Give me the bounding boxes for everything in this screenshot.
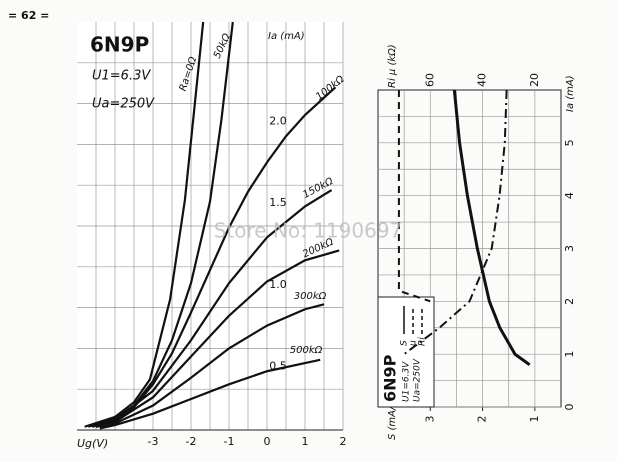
x-tick-label: 20 xyxy=(528,73,541,87)
y-axis-label: Ia (mA) xyxy=(268,31,305,42)
x-tick-label: 1 xyxy=(302,435,309,448)
x2-tick-label: 1 xyxy=(528,416,541,423)
chart-title: 6N9P xyxy=(381,354,400,402)
x-tick-label: 60 xyxy=(423,73,436,87)
curve-label: 500kΩ xyxy=(290,345,323,356)
curve xyxy=(95,249,340,428)
page-number: = 62 = xyxy=(8,9,49,22)
y-tick-label: 1.5 xyxy=(269,196,287,209)
x-axis-label: Ri μ (kΩ) xyxy=(387,44,398,88)
curve xyxy=(452,89,531,366)
y-tick-label: 2.0 xyxy=(269,115,287,128)
x2-axis-label: S (mA/V) xyxy=(387,396,398,440)
y-tick-label: 3 xyxy=(563,245,576,252)
chart-title: 6N9P xyxy=(90,33,149,57)
annotation: Ua=250V xyxy=(92,97,155,112)
curve xyxy=(91,86,337,428)
annotation: U1=6.3V xyxy=(402,361,412,402)
y-tick-label: 4 xyxy=(563,192,576,199)
x-tick-label: 40 xyxy=(476,73,489,87)
curve xyxy=(95,303,325,428)
curve-label: 300kΩ xyxy=(294,291,327,302)
curve xyxy=(397,90,431,303)
legend-label: μ xyxy=(409,340,419,347)
y-axis-label: Ia (mA) xyxy=(565,75,576,112)
annotation: Ua=250V xyxy=(413,358,423,402)
x-tick-label: 2 xyxy=(340,435,347,448)
y-tick-label: 2 xyxy=(563,298,576,305)
curve xyxy=(84,21,205,428)
y-tick-label: 0 xyxy=(563,404,576,411)
y-tick-label: 1 xyxy=(563,351,576,358)
curve xyxy=(99,358,321,430)
x-tick-label: 0 xyxy=(264,435,271,448)
y-tick-label: 1.0 xyxy=(269,278,287,291)
curve xyxy=(403,89,508,355)
x2-tick-label: 2 xyxy=(476,416,489,423)
watermark: Store No: 1190697 xyxy=(214,219,403,243)
x-tick-label: -1 xyxy=(224,435,235,448)
annotation: U1=6.3V xyxy=(92,69,151,84)
y-tick-label: 5 xyxy=(563,139,576,146)
curve xyxy=(91,189,333,428)
x-axis-label: Ug(V) xyxy=(77,437,108,450)
x2-tick-label: 3 xyxy=(423,416,436,423)
legend-label: S xyxy=(400,340,410,346)
legend-label: Ri xyxy=(418,337,428,346)
x-tick-label: -2 xyxy=(186,435,197,448)
x-tick-label: -3 xyxy=(148,435,159,448)
